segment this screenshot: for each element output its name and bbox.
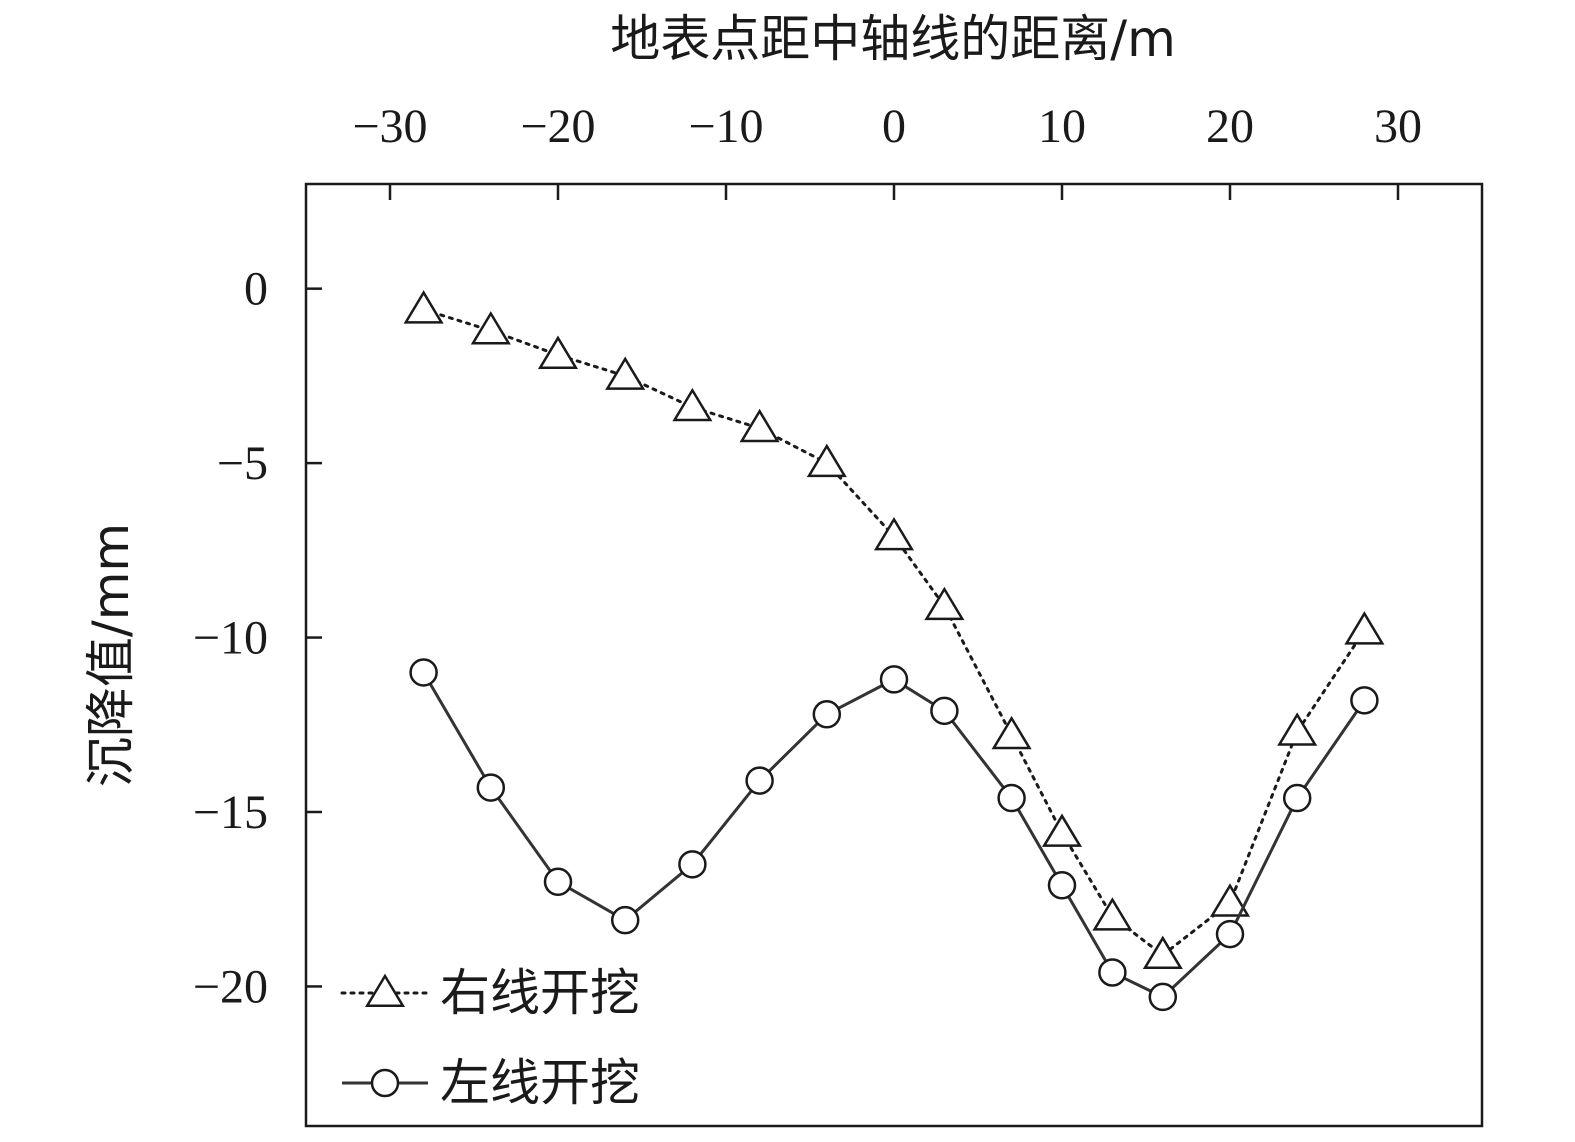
triangle-point bbox=[1041, 813, 1083, 847]
triangle-point bbox=[924, 586, 965, 621]
y-tick-label: −15 bbox=[193, 786, 268, 839]
triangle-point bbox=[403, 290, 444, 324]
circle-point bbox=[997, 783, 1026, 813]
x-axis-ticks: −30 −20 −10 0 10 20 30 bbox=[352, 100, 1422, 200]
circle-point bbox=[409, 658, 438, 687]
y-axis-title: 沉降值/mm bbox=[82, 523, 140, 787]
series-layer bbox=[403, 290, 1385, 1012]
x-tick-label: 20 bbox=[1206, 100, 1254, 153]
triangle-point bbox=[1142, 935, 1183, 970]
x-axis-title: 地表点距中轴线的距离/m bbox=[610, 10, 1176, 68]
circle-point bbox=[610, 905, 640, 935]
triangle-point bbox=[1092, 897, 1133, 931]
legend-label: 左线开挖 bbox=[440, 1054, 640, 1112]
x-tick-label: 0 bbox=[882, 100, 906, 153]
circle-point bbox=[678, 850, 707, 879]
circle-point bbox=[1148, 982, 1178, 1012]
series-2 bbox=[409, 658, 1379, 1012]
triangle-point bbox=[1209, 883, 1251, 917]
y-tick-label: −20 bbox=[193, 960, 268, 1013]
triangle-point bbox=[991, 715, 1032, 750]
triangle-point bbox=[739, 408, 780, 443]
circle-point bbox=[1047, 871, 1077, 900]
y-tick-label: 0 bbox=[244, 263, 268, 316]
triangle-point bbox=[1344, 611, 1385, 645]
x-tick-label: −10 bbox=[688, 100, 763, 153]
circle-point bbox=[476, 773, 506, 802]
circle-point bbox=[930, 696, 959, 726]
y-tick-label: −5 bbox=[217, 437, 268, 490]
circle-point bbox=[879, 665, 909, 694]
series-1 bbox=[403, 290, 1385, 970]
legend-label: 右线开挖 bbox=[440, 964, 640, 1022]
series-line bbox=[422, 308, 1366, 957]
legend-triangle-marker bbox=[364, 973, 406, 1007]
circle-point bbox=[1098, 958, 1127, 987]
x-tick-label: 10 bbox=[1038, 100, 1086, 153]
circle-point bbox=[1350, 686, 1379, 715]
triangle-point bbox=[1277, 712, 1318, 746]
series-line bbox=[422, 671, 1366, 999]
circle-point bbox=[745, 766, 774, 795]
circle-point bbox=[543, 867, 573, 897]
x-tick-label: 30 bbox=[1374, 100, 1422, 153]
triangle-point bbox=[470, 311, 511, 345]
triangle-point bbox=[873, 516, 915, 551]
legend-circle-marker bbox=[370, 1068, 400, 1098]
triangle-point bbox=[605, 356, 646, 390]
x-tick-label: −30 bbox=[352, 100, 427, 153]
x-tick-label: −20 bbox=[520, 100, 595, 153]
triangle-point bbox=[806, 443, 847, 478]
y-axis-ticks: 0 −5 −10 −15 −20 bbox=[193, 263, 322, 1013]
circle-point bbox=[1215, 919, 1245, 949]
y-tick-label: −10 bbox=[193, 612, 268, 665]
circle-point bbox=[1282, 783, 1312, 813]
circle-point bbox=[812, 700, 842, 729]
triangle-point bbox=[537, 335, 579, 369]
triangle-point bbox=[672, 387, 713, 422]
